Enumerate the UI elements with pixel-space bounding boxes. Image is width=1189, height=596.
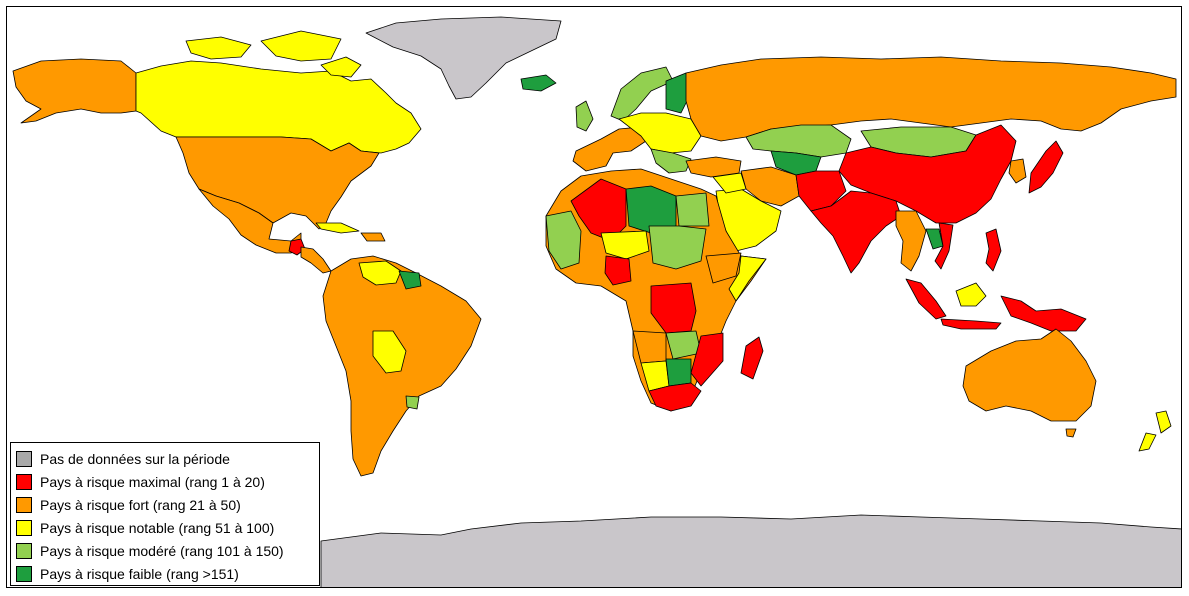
- cuba: [315, 222, 360, 234]
- sudan: [648, 225, 707, 270]
- uk: [575, 100, 594, 132]
- korea: [1008, 158, 1027, 184]
- legend-item-moderate-risk: Pays à risque modéré (rang 101 à 150): [16, 540, 284, 562]
- legend-item-low-risk: Pays à risque faible (rang >151): [16, 563, 239, 585]
- legend-swatch: [16, 566, 32, 582]
- nigeria: [604, 255, 632, 286]
- legend-swatch: [16, 543, 32, 559]
- legend-swatch: [16, 474, 32, 490]
- new-zealand: [1138, 410, 1172, 452]
- egypt: [675, 192, 710, 227]
- bolivia: [372, 330, 407, 374]
- india: [810, 190, 902, 274]
- iceland: [520, 74, 557, 92]
- legend-swatch: [16, 520, 32, 536]
- vietnam: [934, 222, 954, 270]
- legend-item-notable-risk: Pays à risque notable (rang 51 à 100): [16, 517, 274, 539]
- afghanistan-pakistan: [795, 170, 847, 212]
- legend-item-high-risk: Pays à risque fort (rang 21 à 50): [16, 494, 241, 516]
- greenland: [365, 16, 562, 100]
- central-europe: [618, 112, 702, 154]
- botswana: [665, 358, 692, 387]
- sulawesi-png: [1000, 295, 1087, 332]
- legend-item-max-risk: Pays à risque maximal (rang 1 à 20): [16, 471, 265, 493]
- uruguay: [405, 395, 420, 410]
- legend-label: Pays à risque fort (rang 21 à 50): [40, 497, 241, 513]
- venezuela: [358, 260, 402, 286]
- japan: [1028, 140, 1064, 194]
- australia: [962, 328, 1097, 422]
- finland: [665, 72, 692, 114]
- guyana-suriname: [398, 270, 422, 290]
- legend-swatch: [16, 451, 32, 467]
- legend-label: Pas de données sur la période: [40, 451, 230, 467]
- map-legend: Pas de données sur la période Pays à ris…: [10, 442, 320, 586]
- south-africa: [648, 382, 702, 412]
- legend-label: Pays à risque maximal (rang 1 à 20): [40, 474, 265, 490]
- myanmar-thailand: [895, 210, 927, 272]
- mozambique: [690, 332, 724, 387]
- antarctica: [320, 514, 1181, 587]
- ethiopia: [705, 252, 742, 284]
- alaska: [12, 58, 137, 124]
- philippines: [985, 228, 1002, 272]
- iran: [740, 166, 800, 207]
- usa: [175, 136, 380, 230]
- central-america: [300, 246, 332, 274]
- legend-item-no-data: Pas de données sur la période: [16, 448, 230, 470]
- legend-label: Pays à risque modéré (rang 101 à 150): [40, 543, 284, 559]
- legend-swatch: [16, 497, 32, 513]
- balkans: [650, 148, 692, 174]
- legend-label: Pays à risque notable (rang 51 à 100): [40, 520, 275, 536]
- western-europe: [572, 126, 647, 172]
- madagascar: [740, 336, 764, 380]
- tasmania: [1065, 428, 1077, 438]
- niger-chad: [600, 230, 650, 260]
- canada-islands: [185, 30, 362, 78]
- java-islands: [940, 318, 1002, 330]
- west-africa: [545, 210, 582, 270]
- iraq-syria: [712, 172, 747, 194]
- legend-label: Pays à risque faible (rang >151): [40, 566, 239, 582]
- somalia: [728, 255, 767, 302]
- borneo: [955, 282, 987, 307]
- world-risk-map: [12, 16, 1181, 587]
- map-frame: Pas de données sur la période Pays à ris…: [6, 6, 1182, 588]
- hispaniola: [360, 232, 386, 242]
- sumatra: [905, 278, 947, 320]
